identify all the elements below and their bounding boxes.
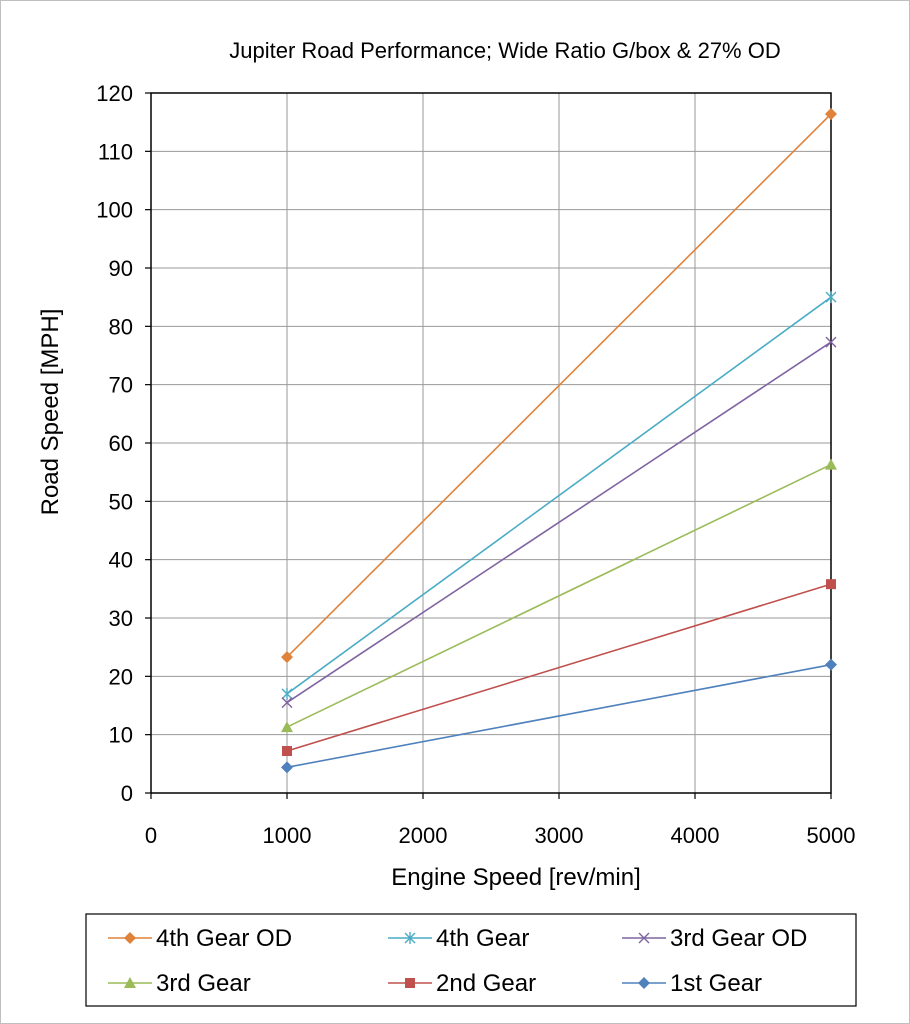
series-4th-gear-od — [281, 108, 837, 664]
series-1st-gear — [281, 658, 837, 774]
series-3rd-gear-od — [281, 336, 837, 709]
x-tick-label: 4000 — [671, 823, 720, 848]
legend: 4th Gear OD 4th Gear 3rd Gear OD 3rd Gear 2n… — [108, 925, 807, 997]
x-axis-ticks: 0 1000 2000 3000 4000 5000 — [145, 793, 856, 848]
y-axis-label: Road Speed [MPH] — [37, 309, 64, 516]
y-tick-label: 50 — [109, 489, 133, 514]
legend-item: 2nd Gear — [388, 970, 536, 997]
data-point — [826, 579, 836, 590]
data-point — [282, 746, 292, 756]
data-point — [825, 458, 837, 470]
series-4th-gear — [281, 291, 837, 700]
legend-label: 1st Gear — [670, 970, 762, 997]
y-tick-label: 40 — [109, 548, 133, 573]
grid-lines — [151, 93, 831, 793]
legend-label: 3rd Gear OD — [670, 925, 807, 952]
y-tick-label: 110 — [98, 139, 133, 164]
legend-marker — [124, 932, 136, 944]
series-line — [286, 113, 832, 658]
data-point — [825, 336, 837, 348]
legend-label: 4th Gear — [436, 925, 529, 952]
data-point — [825, 291, 837, 304]
series-2nd-gear — [282, 579, 836, 756]
data-point — [825, 108, 837, 120]
legend-marker — [405, 978, 415, 988]
data-point — [281, 651, 293, 664]
x-tick-label: 0 — [145, 823, 157, 848]
series-line — [286, 341, 832, 704]
legend-item: 1st Gear — [622, 970, 762, 997]
y-tick-label: 60 — [109, 431, 133, 456]
chart-title: Jupiter Road Performance; Wide Ratio G/b… — [229, 38, 780, 63]
legend-marker — [638, 932, 650, 944]
legend-item: 4th Gear OD — [108, 925, 292, 952]
x-tick-label: 5000 — [807, 823, 856, 848]
y-tick-label: 120 — [96, 81, 133, 106]
y-tick-label: 20 — [109, 664, 133, 689]
y-axis-ticks: 0 10 20 30 40 50 60 70 80 90 100 110 120 — [96, 81, 151, 806]
legend-item: 3rd Gear — [108, 970, 251, 997]
series-line — [286, 296, 832, 695]
series-line — [286, 663, 832, 769]
data-point — [281, 721, 293, 733]
y-tick-label: 100 — [96, 198, 133, 223]
legend-label: 4th Gear OD — [156, 925, 292, 952]
x-tick-label: 3000 — [535, 823, 584, 848]
legend-label: 2nd Gear — [436, 970, 536, 997]
series-line — [286, 583, 832, 752]
data-point — [281, 761, 293, 774]
legend-item: 4th Gear — [388, 925, 529, 952]
data-point — [281, 697, 293, 709]
x-axis-label: Engine Speed [rev/min] — [391, 864, 640, 891]
y-tick-label: 70 — [109, 373, 133, 398]
legend-item: 3rd Gear OD — [622, 925, 807, 952]
legend-marker — [404, 932, 416, 944]
legend-marker — [124, 977, 136, 988]
series-3rd-gear — [281, 458, 837, 733]
x-tick-label: 1000 — [263, 823, 312, 848]
legend-box — [85, 913, 857, 1007]
series-line — [286, 463, 832, 728]
y-tick-label: 10 — [109, 723, 133, 748]
data-point — [825, 658, 837, 671]
y-tick-label: 80 — [109, 314, 133, 339]
series-group — [281, 108, 837, 774]
y-tick-label: 0 — [121, 781, 133, 806]
x-tick-label: 2000 — [399, 823, 448, 848]
y-tick-label: 30 — [109, 606, 133, 631]
data-point — [281, 687, 293, 700]
y-tick-label: 90 — [109, 256, 133, 281]
legend-marker — [638, 977, 650, 989]
legend-label: 3rd Gear — [156, 970, 251, 997]
